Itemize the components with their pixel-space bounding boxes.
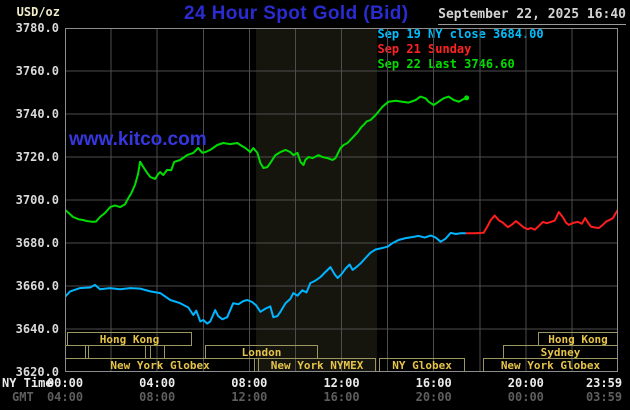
y-tick-label: 3660.0 — [15, 279, 59, 293]
y-tick-label: 3780.0 — [15, 21, 59, 35]
session-label: New York Globex — [501, 359, 601, 372]
unit-label: USD/oz — [16, 5, 60, 19]
ny-tick-label: 12:00 — [323, 376, 360, 390]
chart-datetime: September 22, 2025 16:40 — [438, 7, 626, 25]
gmt-tick-label: 20:00 — [415, 390, 452, 404]
session-label: Hong Kong — [548, 333, 608, 346]
gmt-tick-label: 08:00 — [139, 390, 176, 404]
chart-legend: - Sep 19 NY close 3684.00- Sep 21 Sunday… — [359, 25, 627, 75]
ny-tick-label: 16:00 — [415, 376, 452, 390]
plot-area: Hong Kong London New York Globex New York N… — [65, 28, 618, 372]
ny-tick-label: 08:00 — [231, 376, 268, 390]
y-tick-label: 3740.0 — [15, 107, 59, 121]
ny-tick-label: 00:00 — [46, 376, 84, 390]
series-line-1 — [465, 208, 618, 235]
gmt-axis-label: GMT — [12, 390, 34, 404]
gmt-tick-label: 16:00 — [323, 390, 360, 404]
session-label: Hong Kong — [100, 333, 160, 346]
session-label: London — [242, 346, 282, 359]
chart-canvas: Hong Kong London New York Globex New York N… — [65, 28, 618, 372]
ny-tick-label: 04:00 — [139, 376, 176, 390]
last-price-marker — [464, 95, 470, 101]
legend-item: - Sep 22 Last 3746.60 — [363, 57, 515, 71]
series-line-0 — [65, 231, 467, 325]
session-label: New York NYMEX — [271, 359, 364, 372]
y-tick-label: 3620.0 — [15, 365, 59, 379]
ny-tick-label: 20:00 — [507, 376, 544, 390]
y-tick-label: 3640.0 — [15, 322, 59, 336]
kitco-watermark: www.kitco.com — [69, 129, 207, 150]
series-line-2 — [65, 95, 468, 223]
session-label: New York Globex — [110, 359, 210, 372]
y-tick-label: 3760.0 — [15, 64, 59, 78]
gmt-tick-label: 04:00 — [46, 390, 84, 404]
gmt-tick-label: 03:59 — [585, 390, 623, 404]
y-tick-label: 3720.0 — [15, 150, 59, 164]
ny-tick-label: 23:59 — [585, 376, 623, 390]
session-box-unlabeled — [65, 345, 86, 359]
gmt-tick-label: 00:00 — [507, 390, 544, 404]
session-label: NY Globex — [392, 359, 452, 372]
gmt-tick-label: 12:00 — [231, 390, 268, 404]
ny-time-axis-label: NY Time — [2, 376, 53, 390]
y-tick-label: 3680.0 — [15, 236, 59, 250]
page-title: 24 Hour Spot Gold (Bid) — [184, 3, 409, 24]
plot-border — [65, 28, 618, 372]
y-tick-label: 3700.0 — [15, 193, 59, 207]
session-box-unlabeled — [88, 345, 147, 359]
session-label: Sydney — [541, 346, 581, 359]
